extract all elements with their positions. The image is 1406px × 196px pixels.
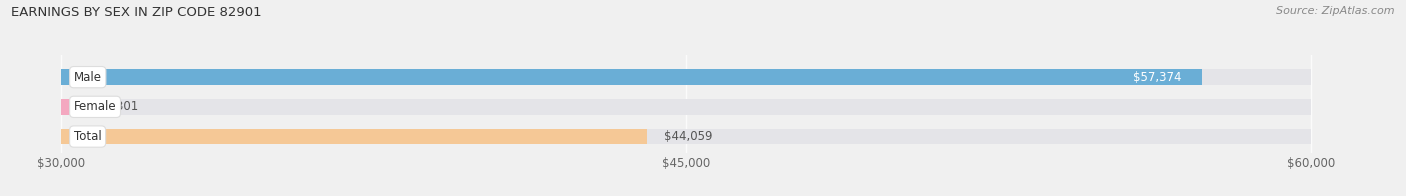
Bar [62, 129, 1312, 144]
Bar [62, 99, 1312, 115]
Text: $30,301: $30,301 [90, 100, 139, 113]
Text: Total: Total [73, 130, 101, 143]
Bar [62, 69, 1202, 85]
Text: Female: Female [73, 100, 117, 113]
Bar [62, 99, 73, 115]
Text: Male: Male [73, 71, 101, 84]
Text: $57,374: $57,374 [1133, 71, 1181, 84]
Bar [62, 129, 647, 144]
Text: Source: ZipAtlas.com: Source: ZipAtlas.com [1277, 6, 1395, 16]
Text: EARNINGS BY SEX IN ZIP CODE 82901: EARNINGS BY SEX IN ZIP CODE 82901 [11, 6, 262, 19]
Bar [62, 69, 1312, 85]
Text: $44,059: $44,059 [664, 130, 713, 143]
